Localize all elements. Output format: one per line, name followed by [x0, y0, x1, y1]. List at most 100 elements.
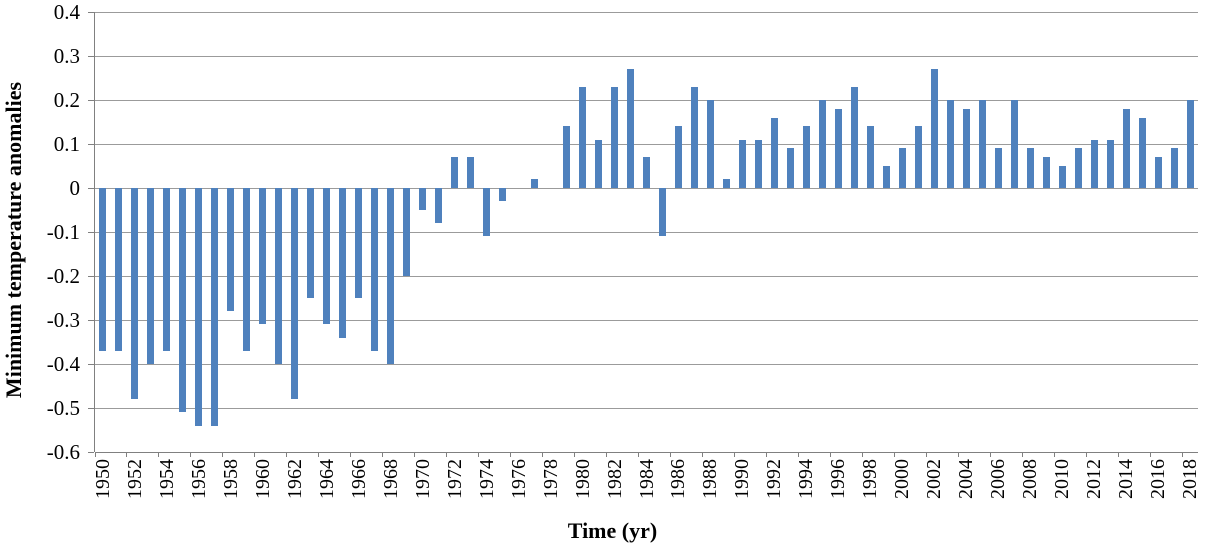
bar-1973: [467, 157, 475, 188]
bar-1950: [99, 188, 107, 351]
x-axis-tick: [1181, 452, 1183, 457]
bar-1992: [770, 117, 778, 188]
x-tick-label: 1988: [699, 459, 722, 499]
x-axis-tick: [861, 452, 863, 457]
bar-1961: [275, 188, 283, 364]
x-axis-tick: [733, 452, 735, 457]
bar-1997: [850, 86, 858, 188]
x-axis-tick: [606, 452, 608, 457]
x-tick-label: 1994: [795, 459, 818, 499]
gridline: [95, 319, 1198, 321]
bar-1980: [579, 86, 587, 188]
y-tick-label: 0: [69, 176, 81, 200]
y-axis-tick: [88, 319, 94, 321]
x-tick-label: 1964: [315, 459, 338, 499]
bar-1989: [722, 179, 730, 188]
y-tick-label: -0.2: [46, 264, 80, 288]
bar-2014: [1122, 108, 1130, 188]
bar-2002: [930, 69, 938, 188]
x-axis-tick: [829, 452, 831, 457]
x-axis-tick: [254, 452, 256, 457]
x-tick-label: 1980: [571, 459, 594, 499]
x-tick-label: 2004: [955, 459, 978, 499]
x-axis-tick: [510, 452, 512, 457]
bar-1964: [323, 188, 331, 325]
bar-2012: [1090, 139, 1098, 188]
bar-1962: [291, 188, 299, 400]
x-tick-label: 2014: [1115, 459, 1138, 499]
bar-1996: [834, 108, 842, 188]
x-axis-tick: [638, 452, 639, 457]
bar-1985: [658, 188, 666, 237]
x-tick-label: 2018: [1179, 459, 1201, 499]
x-tick-label: 1998: [859, 459, 882, 499]
y-axis-tick: [88, 363, 94, 365]
y-tick-label: 0.4: [53, 0, 80, 24]
y-axis-tick: [88, 55, 94, 57]
gridline: [95, 275, 1198, 277]
bar-1999: [882, 166, 890, 188]
x-axis-tick: [158, 452, 160, 457]
x-tick-label: 2012: [1083, 459, 1106, 499]
gridline: [95, 143, 1198, 145]
bar-1960: [259, 188, 267, 325]
x-tick-label: 2010: [1051, 459, 1074, 499]
bar-1968: [387, 188, 395, 364]
x-axis-tick: [382, 452, 384, 457]
x-axis-tick: [286, 452, 288, 457]
y-tick-label: -0.5: [46, 396, 80, 420]
x-axis-tick: [1149, 452, 1151, 457]
x-tick-label: 1982: [603, 459, 626, 499]
bar-2001: [914, 126, 922, 188]
bar-1990: [738, 139, 746, 188]
y-axis-line: [94, 12, 95, 452]
bar-2017: [1170, 148, 1178, 188]
x-axis-tick: [94, 452, 96, 457]
gridline: [95, 231, 1198, 233]
x-tick-label: 1986: [667, 459, 690, 499]
y-axis-tick: [88, 231, 94, 233]
x-axis-tick: [126, 452, 128, 457]
bar-1986: [674, 126, 682, 188]
y-axis-tick: [88, 143, 94, 145]
x-axis-tick: [797, 452, 799, 457]
bar-1972: [451, 157, 459, 188]
y-axis-tick: [88, 275, 94, 277]
bar-2003: [946, 100, 954, 188]
bar-1957: [211, 188, 219, 426]
y-tick-label: -0.6: [46, 440, 80, 464]
x-axis-tick: [542, 452, 544, 457]
x-tick-label: 1966: [347, 459, 370, 499]
bar-1967: [371, 188, 379, 351]
bar-1983: [627, 69, 634, 188]
x-axis-tick: [701, 452, 703, 457]
gridline: [95, 407, 1198, 409]
bar-2000: [898, 148, 906, 188]
bar-1963: [307, 188, 315, 298]
y-tick-label: -0.3: [46, 308, 80, 332]
bar-1953: [147, 188, 155, 364]
x-axis-tick: [190, 452, 192, 457]
y-tick-label: 0.1: [53, 132, 80, 156]
bar-1954: [163, 188, 171, 351]
x-axis-tick: [957, 452, 959, 457]
x-axis-tick: [1053, 452, 1055, 457]
bar-1975: [499, 188, 507, 202]
x-axis-tick: [318, 452, 320, 457]
bar-1988: [706, 100, 714, 188]
x-tick-label: 1984: [635, 459, 658, 499]
x-tick-label: 1960: [251, 459, 274, 499]
x-tick-label: 1962: [283, 459, 306, 499]
bar-1951: [115, 188, 123, 351]
x-axis-tick: [574, 452, 576, 457]
x-axis-tick: [446, 452, 448, 457]
bar-2011: [1074, 148, 1082, 188]
bar-1991: [754, 139, 762, 188]
bar-1994: [802, 126, 810, 188]
y-axis-tick: [88, 99, 94, 101]
x-axis-tick: [222, 452, 224, 457]
gridline: [95, 11, 1198, 13]
x-tick-label: 1950: [91, 459, 114, 499]
x-tick-label: 2016: [1147, 459, 1170, 499]
bar-2008: [1026, 148, 1034, 188]
